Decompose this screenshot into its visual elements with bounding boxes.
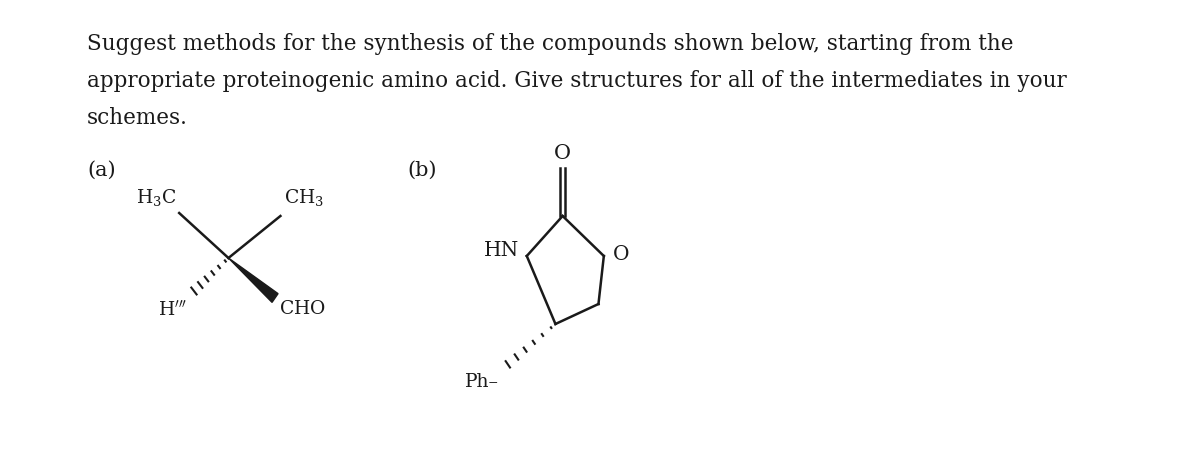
Text: O: O xyxy=(554,144,571,163)
Text: $\mathregular{CH_3}$: $\mathregular{CH_3}$ xyxy=(284,187,324,208)
Text: appropriate proteinogenic amino acid. Give structures for all of the intermediat: appropriate proteinogenic amino acid. Gi… xyxy=(86,70,1067,92)
Text: Suggest methods for the synthesis of the compounds shown below, starting from th: Suggest methods for the synthesis of the… xyxy=(86,33,1014,55)
Text: Ph–: Ph– xyxy=(466,373,499,391)
Text: (b): (b) xyxy=(408,161,437,180)
Text: $\mathregular{CHO}$: $\mathregular{CHO}$ xyxy=(278,300,325,318)
Text: schemes.: schemes. xyxy=(86,107,187,129)
Text: (a): (a) xyxy=(86,161,115,180)
Text: HN: HN xyxy=(485,241,520,260)
Polygon shape xyxy=(228,258,278,302)
Text: H$^{\prime\prime\prime}$: H$^{\prime\prime\prime}$ xyxy=(158,300,187,320)
Text: $\mathregular{H_3C}$: $\mathregular{H_3C}$ xyxy=(136,187,176,208)
Text: O: O xyxy=(613,245,629,264)
